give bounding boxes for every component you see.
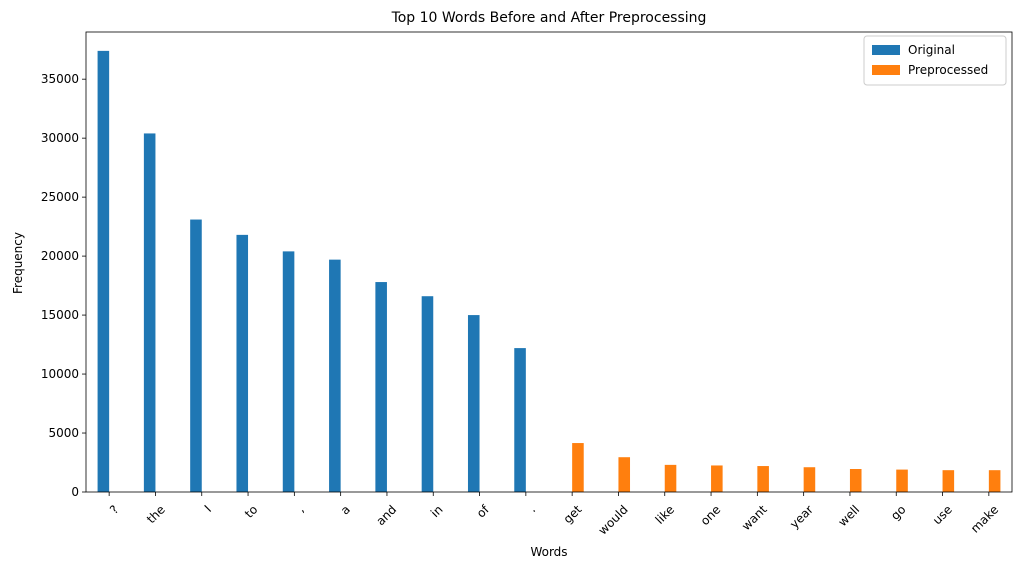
x-tick-label: one	[698, 502, 724, 528]
legend-swatch-preprocessed	[872, 65, 900, 75]
y-tick-label: 0	[71, 485, 79, 499]
x-tick-label: make	[968, 502, 1001, 535]
y-tick-label: 15000	[41, 308, 79, 322]
y-tick-label: 25000	[41, 190, 79, 204]
bar-original-3	[236, 234, 249, 492]
x-tick-label: and	[373, 502, 399, 528]
bar-preprocessed-13	[711, 465, 723, 492]
bar-preprocessed-17	[896, 469, 908, 492]
x-tick-label: .	[526, 502, 539, 515]
x-tick-label: a	[338, 502, 353, 517]
y-tick-label: 30000	[41, 131, 79, 145]
x-tick-label: to	[242, 502, 260, 520]
x-tick-label: like	[653, 502, 677, 526]
plot-area	[85, 31, 1013, 493]
legend-label-preprocessed: Preprocessed	[908, 63, 988, 77]
bar-original-8	[467, 315, 480, 492]
x-tick-label: the	[144, 502, 168, 526]
x-tick-label: of	[474, 502, 493, 521]
y-tick-label: 35000	[41, 72, 79, 86]
y-axis-title: Frequency	[11, 232, 25, 294]
bar-original-6	[375, 282, 387, 492]
bar-preprocessed-10	[572, 443, 584, 492]
x-axis-title: Words	[530, 545, 567, 559]
y-tick-label: 10000	[41, 367, 79, 381]
chart-title: Top 10 Words Before and After Preprocess…	[391, 10, 707, 26]
bar-preprocessed-19	[988, 470, 1001, 492]
bar-preprocessed-12	[664, 464, 677, 492]
x-tick-label: ,	[294, 502, 307, 515]
bar-original-2	[190, 219, 202, 493]
bar-preprocessed-15	[803, 467, 816, 492]
bar-original-9	[514, 348, 526, 492]
x-tick-label: I	[202, 502, 214, 514]
bar-preprocessed-14	[757, 466, 769, 492]
x-tick-label: want	[739, 502, 770, 533]
x-tick-label: year	[787, 502, 816, 531]
bar-original-7	[421, 296, 434, 492]
x-tick-label: use	[930, 502, 955, 527]
legend: Original Preprocessed	[863, 35, 1007, 86]
bar-original-1	[143, 133, 156, 492]
bar-original-5	[329, 259, 341, 492]
axes-frame	[85, 31, 1013, 493]
legend-swatch-original	[872, 45, 900, 55]
bar-original-4	[282, 251, 295, 492]
x-tick-label: go	[888, 502, 908, 522]
bar-preprocessed-16	[849, 469, 862, 492]
bar-original-0	[97, 50, 110, 493]
x-tick-label: would	[596, 502, 631, 537]
bar-preprocessed-11	[618, 457, 631, 492]
x-tick-label: in	[428, 502, 446, 520]
legend-label-original: Original	[908, 43, 955, 57]
y-axis: 0 5000 10000 15000 20000 25000 30000 35000	[41, 72, 86, 499]
y-tick-label: 20000	[41, 249, 79, 263]
x-tick-label: get	[561, 502, 585, 526]
y-tick-label: 5000	[48, 426, 79, 440]
bar-preprocessed-18	[942, 470, 955, 492]
x-tick-label: ?	[107, 502, 121, 516]
x-tick-label: well	[836, 502, 863, 529]
